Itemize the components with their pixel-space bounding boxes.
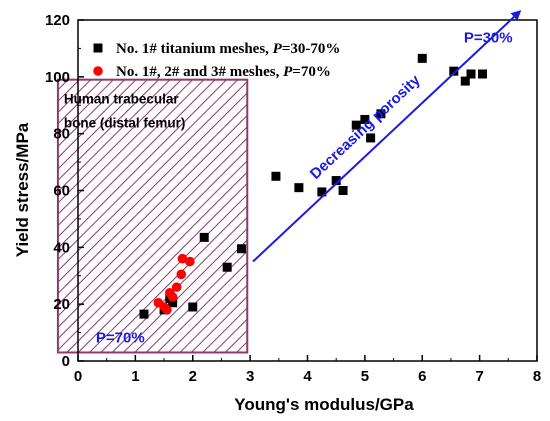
data-point-square: [477, 69, 487, 79]
data-point-square: [466, 69, 476, 79]
y-tick-label: 100: [45, 69, 70, 86]
legend-label: No. 1# titanium meshes, P=30-70%: [116, 41, 340, 57]
data-point-square: [271, 171, 281, 181]
x-tick-label: 5: [361, 368, 369, 385]
y-tick-label: 20: [53, 296, 70, 313]
data-point-square: [351, 120, 361, 130]
data-point-circle: [162, 305, 172, 315]
porosity-arrow: [252, 10, 522, 263]
y-tick-label: 80: [53, 126, 70, 143]
legend-label-italic: P: [273, 41, 283, 57]
legend-label-part: No. 1#, 2# and 3# meshes,: [116, 64, 283, 80]
legend-label-part: No. 1# titanium meshes,: [116, 41, 273, 57]
x-tick-label: 3: [246, 368, 254, 385]
legend-marker-square: [93, 43, 103, 53]
y-tick-label: 120: [45, 12, 70, 29]
y-tick-label: 40: [53, 239, 70, 256]
legend-marker-circle: [93, 66, 103, 76]
data-point-square: [449, 66, 459, 76]
data-point-circle: [177, 253, 188, 264]
legend-label-part: =30-70%: [282, 41, 341, 57]
data-points: [139, 53, 487, 319]
x-tick-label: 0: [74, 368, 82, 385]
hatched-region: [56, 78, 249, 354]
data-point-square: [360, 114, 370, 124]
y-tick-label: 60: [53, 183, 70, 200]
data-point-square: [188, 302, 198, 312]
data-point-circle: [176, 269, 187, 280]
region-layer: Human trabecular bone (distal femur) P=70%: [56, 78, 249, 354]
data-point-square: [331, 176, 341, 186]
x-tick-label: 1: [131, 368, 139, 385]
x-tick-label: 7: [475, 368, 483, 385]
data-point-square: [460, 76, 470, 86]
data-point-square: [338, 186, 348, 195]
data-point-square: [199, 232, 209, 242]
legend-label: No. 1#, 2# and 3# meshes, P=70%: [116, 64, 331, 80]
y-axis-title: Yield stress/MPa: [13, 122, 32, 257]
x-tick-label: 6: [418, 368, 426, 385]
data-point-square: [294, 183, 304, 193]
porosity-annotation: Decreasing porosity: [307, 71, 424, 182]
region-label: Human trabecular: [64, 92, 180, 107]
data-point-square: [237, 244, 247, 254]
data-point-square: [376, 109, 386, 119]
y-tick-label: 0: [62, 353, 70, 370]
p30-annotation: P=30%: [464, 30, 513, 47]
x-tick-label: 4: [303, 368, 312, 385]
data-point-circle: [171, 282, 182, 292]
legend: No. 1# titanium meshes, P=30-70%No. 1#, …: [93, 41, 340, 80]
data-point-square: [168, 298, 178, 308]
data-point-square: [222, 262, 232, 272]
region-inner-label: P=70%: [96, 329, 145, 346]
data-point-square: [366, 133, 376, 143]
data-point-circle: [167, 292, 178, 302]
data-point-square: [417, 53, 427, 63]
x-tick-label: 2: [189, 368, 197, 385]
legend-label-italic: P: [283, 64, 293, 80]
legend-label-part: =70%: [292, 64, 331, 80]
data-point-square: [317, 187, 327, 197]
data-point-circle: [185, 256, 195, 267]
x-axis-title: Young's modulus/GPa: [234, 395, 414, 414]
x-tick-label: 8: [533, 368, 541, 385]
data-point-square: [139, 309, 149, 319]
region-label: bone (distal femur): [64, 116, 186, 131]
